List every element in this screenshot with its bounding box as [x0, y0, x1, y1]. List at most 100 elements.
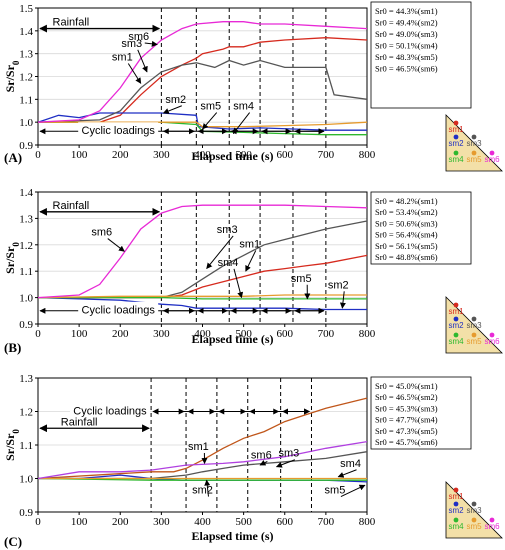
panel2-sensor-dot-sm2 — [453, 316, 459, 322]
panel3-legend-entry: Sr0 = 47.3%(sm5) — [375, 426, 438, 436]
panel2-sensor-dot-sm6 — [489, 332, 495, 338]
panel1-sensor-slope-diagram — [445, 114, 503, 172]
panel2-sensor-slope-diagram — [445, 296, 503, 354]
panel2-xtick-label: 500 — [235, 328, 252, 340]
panel1-xtick-label: 400 — [194, 149, 211, 161]
panel3-label: (C) — [4, 534, 22, 549]
panel1-sensor-dot-sm1 — [453, 120, 459, 126]
panel1-sensor-label-sm6: sm6 — [484, 155, 500, 164]
panel3-label-sm2: sm2 — [192, 485, 213, 497]
panel2-xtick-label: 600 — [277, 328, 294, 340]
panel2-rainfall-label-bg — [46, 198, 95, 211]
panel1-sensor-dot-sm3 — [471, 134, 477, 140]
panel2-sensor-label-sm3: sm3 — [466, 321, 482, 330]
panel1-label-arrow-sm6 — [144, 40, 158, 47]
panel1-ytick-label: 1.1 — [19, 94, 33, 106]
panel3-xtick-label: 700 — [318, 516, 335, 528]
panel2-label: (B) — [4, 340, 21, 355]
panel2-ylabel: Sr/Sr0 — [3, 242, 21, 274]
panel2-cyclic-label: Cyclic loadings — [82, 305, 156, 317]
panel3-cyclic-label-bg — [69, 402, 150, 415]
panel3-sensor-dot-sm5 — [471, 517, 477, 523]
panel2-legend-entry: Sr0 = 48.8%(sm6) — [375, 252, 438, 262]
panel3-series-sm3 — [38, 451, 368, 480]
panel3-label-sm4: sm4 — [340, 458, 361, 470]
panel1-legend-entry: Sr0 = 46.5%(sm6) — [375, 64, 438, 74]
panel2-xtick-label: 0 — [35, 328, 41, 340]
panel3-xtick-label: 0 — [35, 516, 41, 528]
panel3-sensor-dot-sm4 — [453, 517, 459, 523]
panel1-xtick-label: 100 — [71, 149, 88, 161]
panel1-cyclic-label-bg — [78, 122, 159, 135]
panel1-sensor-label-sm1: sm1 — [448, 125, 464, 134]
panel2-series-sm4 — [38, 296, 367, 300]
panel1-xtick-label: 200 — [112, 149, 129, 161]
panel3-sensor-label-sm1: sm1 — [448, 492, 464, 501]
panel2-sensor-label-sm2: sm2 — [448, 321, 464, 330]
panel2-ytick-label: 1.0 — [19, 293, 33, 305]
panel2-label-sm2: sm2 — [328, 279, 349, 291]
panel1-label-arrow-sm1 — [127, 63, 142, 84]
panel3-label-arrow-sm6 — [259, 459, 268, 466]
panel2-xtick-label: 800 — [359, 328, 376, 340]
panel1-legend-entry: Sr0 = 49.0%(sm3) — [375, 29, 438, 39]
panel3-ytick-label: 1.0 — [19, 474, 33, 486]
panel3-legend-box — [370, 376, 472, 450]
panel3-label-sm6: sm6 — [251, 449, 272, 461]
panel3-legend-entry: Sr0 = 47.7%(sm4) — [375, 415, 438, 425]
panel1-label-sm1: sm1 — [112, 52, 133, 64]
panel2-label-arrow-sm6 — [107, 238, 125, 252]
panel1-label-arrow-sm4 — [232, 112, 251, 135]
panel2-xtick-label: 400 — [194, 328, 211, 340]
panel3-sensor-label-sm2: sm2 — [448, 506, 464, 515]
panel2-label-sm1: sm1 — [239, 238, 260, 250]
panel1-ytick-label: 1.5 — [19, 3, 33, 15]
panel2-xlabel: Elapsed time (s) — [192, 332, 274, 346]
panel3-xlabel: Elapsed time (s) — [192, 529, 274, 543]
panel1-series-sm3 — [37, 59, 368, 123]
panel1-label-sm4: sm4 — [233, 101, 254, 113]
panel3-sensor-slope-diagram — [445, 481, 503, 539]
panel3-series-sm6 — [37, 440, 368, 480]
panel2-legend-entry: Sr0 = 50.6%(sm3) — [375, 218, 438, 228]
panel1-xtick-label: 700 — [318, 149, 335, 161]
panel2-xtick-label: 100 — [71, 328, 88, 340]
panel2-label-arrow-sm4 — [233, 268, 244, 299]
panel1-label-sm2: sm2 — [165, 94, 186, 106]
panel1-rainfall-label-bg — [46, 15, 95, 28]
panel1-ylabel: Sr/Sr0 — [3, 60, 21, 92]
panel3-label-sm5: sm5 — [325, 485, 346, 497]
panel3-legend-entry: Sr0 = 45.0%(sm1) — [375, 381, 438, 391]
panel2-ytick-label: 1.2 — [19, 240, 33, 252]
panel3-sensor-dot-sm6 — [489, 517, 495, 523]
panel2-legend-entry: Sr0 = 53.4%(sm2) — [375, 207, 438, 217]
panel3-xtick-label: 300 — [153, 516, 170, 528]
panel1-label: (A) — [4, 150, 22, 165]
panel1-label-arrow-sm3 — [137, 49, 148, 73]
panel1-label-arrow-sm5 — [202, 112, 218, 130]
panel3-series-sm4 — [37, 477, 367, 481]
panel3-label-arrow-sm4 — [337, 469, 357, 478]
panel3-label-sm1: sm1 — [188, 441, 209, 453]
panel1-series-sm1 — [38, 37, 368, 123]
panel2-ytick-label: 1.1 — [19, 266, 33, 278]
panel2-sensor-dot-sm4 — [453, 332, 459, 338]
panel2-sensor-label-sm5: sm5 — [466, 337, 482, 346]
panel2-label-arrow-sm3 — [206, 235, 234, 270]
panel2-series-sm3 — [38, 220, 368, 299]
panel1-xtick-label: 800 — [359, 149, 376, 161]
panel1-sensor-label-sm2: sm2 — [448, 139, 464, 148]
panel1-sensor-dot-sm6 — [489, 150, 495, 156]
panel3-xtick-label: 600 — [277, 516, 294, 528]
panel2-label-arrow-sm1 — [245, 250, 257, 272]
panel3-xtick-label: 400 — [194, 516, 211, 528]
panel3-xtick-label: 200 — [112, 516, 129, 528]
panel3-ytick-label: 0.9 — [19, 507, 33, 519]
panel3-legend-entry: Sr0 = 45.7%(sm6) — [375, 437, 438, 447]
panel2-xtick-label: 200 — [112, 328, 129, 340]
panel2-label-sm5: sm5 — [291, 273, 312, 285]
panel2-legend-entry: Sr0 = 56.1%(sm5) — [375, 241, 438, 251]
panel2-xtick-label: 700 — [318, 328, 335, 340]
panel1-sensor-dot-sm2 — [453, 134, 459, 140]
